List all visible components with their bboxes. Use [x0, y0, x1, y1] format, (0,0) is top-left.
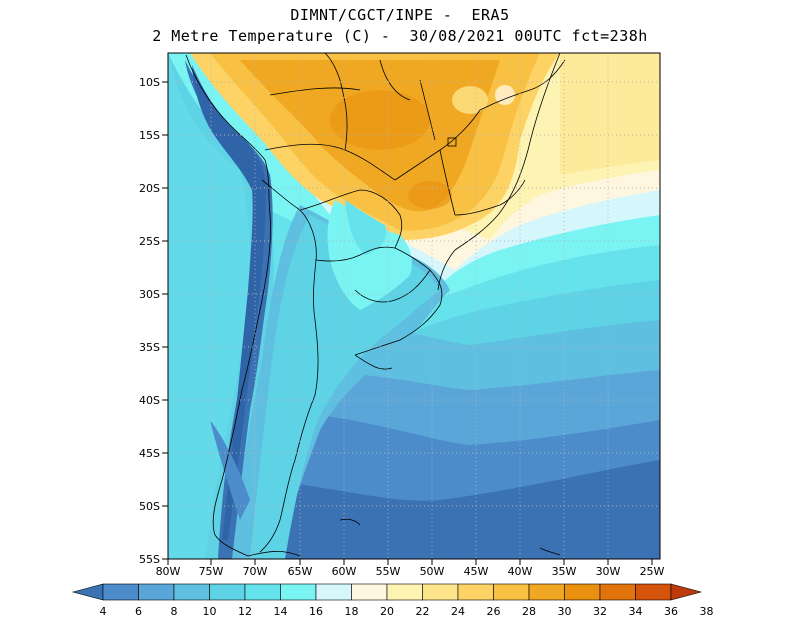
colorbar-label: 38 [700, 605, 714, 618]
lon-label-75w: 75W [199, 565, 224, 578]
lon-label-30w: 30W [596, 565, 621, 578]
colorbar-swatch [422, 583, 459, 601]
colorbar-label: 36 [664, 605, 678, 618]
colorbar-label: 34 [629, 605, 643, 618]
colorbar-swatch [280, 583, 317, 601]
colorbar-label: 30 [558, 605, 572, 618]
colorbar-label: 16 [309, 605, 323, 618]
lon-label-60w: 60W [332, 565, 357, 578]
colorbar-swatch [173, 583, 210, 601]
colorbar-swatch [670, 583, 703, 601]
lon-label-25w: 25W [640, 565, 665, 578]
colorbar-swatch [564, 583, 601, 601]
colorbar-swatch [386, 583, 423, 601]
colorbar-label: 18 [345, 605, 359, 618]
colorbar-swatch [493, 583, 530, 601]
lon-label-65w: 65W [288, 565, 313, 578]
lon-label-70w: 70W [243, 565, 268, 578]
graticule [168, 53, 660, 559]
lon-label-80w: 80W [156, 565, 181, 578]
plot-frame [167, 52, 661, 560]
lon-label-35w: 35W [552, 565, 577, 578]
boundaries [185, 53, 566, 557]
lat-label-55s: 55S [139, 553, 160, 566]
colorbar-label: 12 [238, 605, 252, 618]
lat-label-35s: 35S [139, 341, 160, 354]
colorbar-swatch [457, 583, 494, 601]
colorbar-swatch [599, 583, 636, 601]
colorbar-swatch [528, 583, 565, 601]
axis-ticks [162, 81, 653, 565]
colorbar-label: 24 [451, 605, 465, 618]
chart-title-line-1: DIMNT/CGCT/INPE - ERA5 [290, 6, 510, 24]
colorbar-label: 8 [171, 605, 178, 618]
chart-title-line-2: 2 Metre Temperature (C) - 30/08/2021 00U… [152, 27, 648, 45]
temperature-field [168, 53, 660, 559]
lat-label-30s: 30S [139, 288, 160, 301]
colorbar-swatch [351, 583, 388, 601]
lat-label-50s: 50S [139, 500, 160, 513]
colorbar-swatch [138, 583, 175, 601]
colorbar-label: 14 [274, 605, 288, 618]
lat-label-25s: 25S [139, 235, 160, 248]
colorbar-swatch [244, 583, 281, 601]
lat-label-45s: 45S [139, 447, 160, 460]
lat-label-15s: 15S [139, 129, 160, 142]
colorbar-swatch [71, 583, 104, 601]
lat-label-10s: 10S [139, 76, 160, 89]
lon-label-50w: 50W [420, 565, 445, 578]
colorbar-label: 20 [380, 605, 394, 618]
colorbar-label: 10 [203, 605, 217, 618]
colorbar-label: 22 [416, 605, 430, 618]
lon-label-55w: 55W [376, 565, 401, 578]
colorbar-swatch [102, 583, 139, 601]
colorbar-label: 32 [593, 605, 607, 618]
lon-label-45w: 45W [464, 565, 489, 578]
colorbar-label: 6 [135, 605, 142, 618]
colorbar-label: 26 [487, 605, 501, 618]
colorbar-swatch [209, 583, 246, 601]
colorbar-label: 28 [522, 605, 536, 618]
lat-label-20s: 20S [139, 182, 160, 195]
lon-label-40w: 40W [508, 565, 533, 578]
colorbar-swatch [315, 583, 352, 601]
colorbar: 4 6 8 10 12 14 16 18 20 22 24 26 28 30 32 34 36 38 [71, 583, 714, 618]
lat-label-40s: 40S [139, 394, 160, 407]
colorbar-swatch [635, 583, 672, 601]
colorbar-label: 4 [100, 605, 107, 618]
